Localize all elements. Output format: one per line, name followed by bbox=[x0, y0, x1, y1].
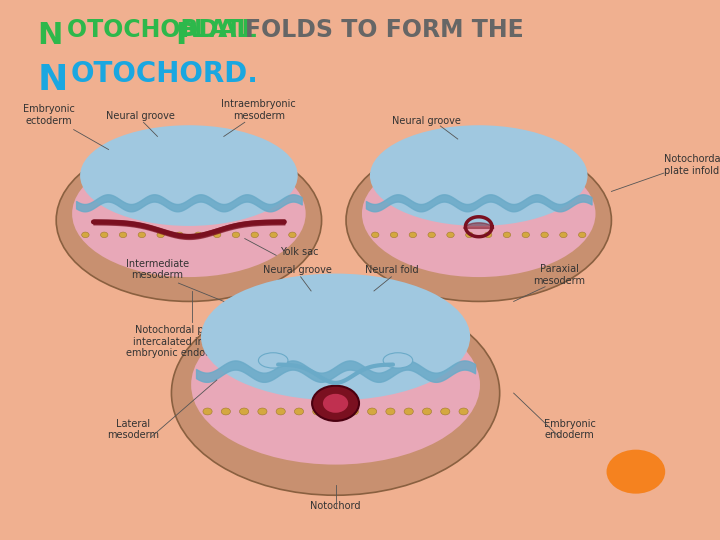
Circle shape bbox=[522, 232, 529, 238]
Circle shape bbox=[294, 408, 304, 415]
Circle shape bbox=[447, 232, 454, 238]
Text: FOLDS TO FORM THE: FOLDS TO FORM THE bbox=[246, 18, 524, 42]
Text: LATE: LATE bbox=[194, 18, 266, 42]
Ellipse shape bbox=[383, 353, 413, 368]
Circle shape bbox=[372, 232, 379, 238]
Text: Neural groove: Neural groove bbox=[106, 111, 174, 121]
Circle shape bbox=[404, 408, 413, 415]
Ellipse shape bbox=[258, 353, 288, 368]
Ellipse shape bbox=[80, 125, 297, 226]
Ellipse shape bbox=[191, 305, 480, 464]
Circle shape bbox=[233, 232, 240, 238]
Text: N: N bbox=[37, 63, 68, 97]
Circle shape bbox=[323, 394, 348, 413]
Text: N: N bbox=[37, 21, 63, 50]
Circle shape bbox=[276, 408, 285, 415]
Circle shape bbox=[441, 408, 450, 415]
Circle shape bbox=[203, 408, 212, 415]
Circle shape bbox=[176, 232, 183, 238]
Text: Intraembryonic
mesoderm: Intraembryonic mesoderm bbox=[221, 99, 296, 121]
Text: Embryonic
ectoderm: Embryonic ectoderm bbox=[23, 104, 75, 126]
Text: Paraxial
mesoderm: Paraxial mesoderm bbox=[533, 264, 585, 286]
Text: Notochordal
plate infolding: Notochordal plate infolding bbox=[664, 154, 720, 176]
Circle shape bbox=[423, 408, 431, 415]
Circle shape bbox=[485, 232, 492, 238]
Circle shape bbox=[194, 232, 202, 238]
Circle shape bbox=[258, 408, 267, 415]
Circle shape bbox=[367, 408, 377, 415]
Circle shape bbox=[466, 232, 473, 238]
Circle shape bbox=[270, 232, 277, 238]
Circle shape bbox=[138, 232, 145, 238]
Text: Intermediate
mesoderm: Intermediate mesoderm bbox=[126, 259, 189, 280]
Circle shape bbox=[559, 232, 567, 238]
Text: Neural groove: Neural groove bbox=[392, 116, 461, 126]
Circle shape bbox=[312, 386, 359, 421]
Circle shape bbox=[157, 232, 164, 238]
Text: Neural fold: Neural fold bbox=[364, 265, 418, 275]
Circle shape bbox=[390, 232, 397, 238]
Ellipse shape bbox=[362, 151, 595, 277]
Circle shape bbox=[213, 232, 221, 238]
Ellipse shape bbox=[72, 151, 306, 277]
Polygon shape bbox=[464, 223, 494, 228]
Text: P: P bbox=[175, 21, 197, 50]
Circle shape bbox=[81, 232, 89, 238]
Circle shape bbox=[503, 232, 510, 238]
Text: OTOCHORD.: OTOCHORD. bbox=[71, 60, 258, 89]
Circle shape bbox=[428, 232, 436, 238]
Circle shape bbox=[606, 450, 665, 494]
Text: Yolk sac: Yolk sac bbox=[279, 247, 318, 257]
Text: Neural groove: Neural groove bbox=[263, 265, 332, 275]
Circle shape bbox=[221, 408, 230, 415]
Ellipse shape bbox=[346, 139, 611, 301]
Circle shape bbox=[101, 232, 108, 238]
Circle shape bbox=[578, 232, 586, 238]
Circle shape bbox=[312, 408, 322, 415]
Circle shape bbox=[409, 232, 417, 238]
Ellipse shape bbox=[201, 274, 470, 400]
Text: Lateral
mesoderm: Lateral mesoderm bbox=[107, 418, 159, 440]
Circle shape bbox=[331, 408, 340, 415]
Ellipse shape bbox=[370, 125, 588, 226]
Ellipse shape bbox=[171, 291, 500, 495]
Ellipse shape bbox=[56, 139, 322, 301]
Text: OTOCHORDAL: OTOCHORDAL bbox=[67, 18, 259, 42]
Circle shape bbox=[120, 232, 127, 238]
Circle shape bbox=[240, 408, 248, 415]
Circle shape bbox=[251, 232, 258, 238]
Circle shape bbox=[541, 232, 549, 238]
Circle shape bbox=[459, 408, 468, 415]
Circle shape bbox=[386, 408, 395, 415]
Circle shape bbox=[349, 408, 359, 415]
Text: Notochord: Notochord bbox=[310, 501, 361, 511]
Circle shape bbox=[289, 232, 296, 238]
Text: Notochordal plate
intercalated in the
embryonic endoderm: Notochordal plate intercalated in the em… bbox=[126, 325, 230, 358]
Text: Embryonic
endoderm: Embryonic endoderm bbox=[544, 418, 595, 440]
